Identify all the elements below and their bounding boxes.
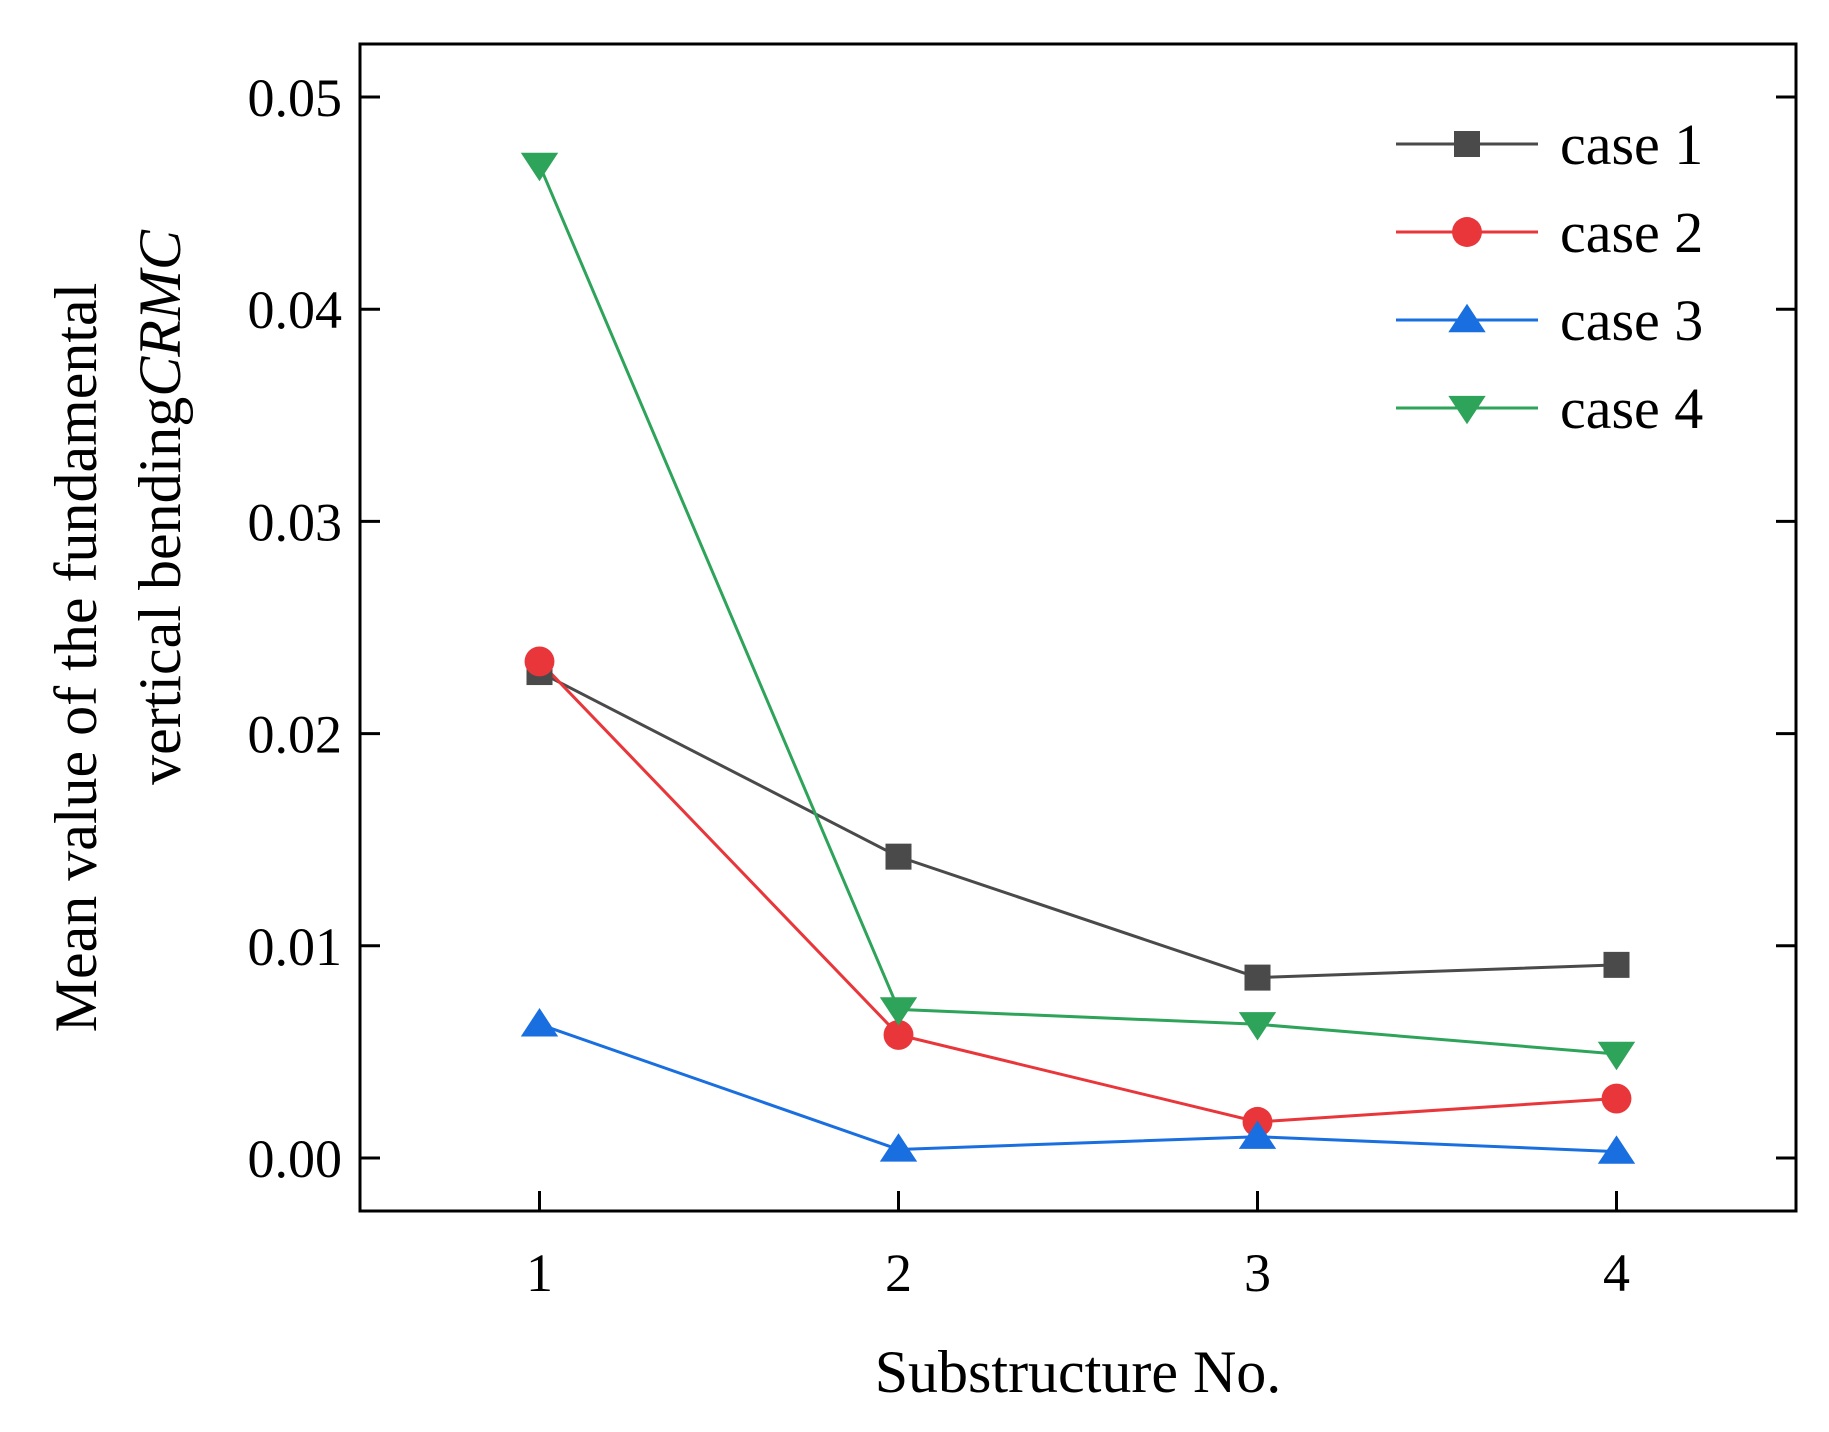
legend-marker: [1448, 395, 1486, 425]
data-point-case-1: [1244, 964, 1271, 991]
legend-marker: [1454, 131, 1480, 157]
data-point-case-2: [1601, 1083, 1632, 1114]
data-point-case-2: [524, 646, 555, 677]
data-point-case-4: [1238, 1012, 1277, 1041]
legend-label: case 4: [1560, 376, 1703, 441]
series-line-case-3: [539, 1022, 1617, 1154]
axes: 0.00 0.01 0.02 0.03 0.04 0.05 1 2 3 4: [248, 68, 1796, 1303]
x-tick-label: 2: [885, 1243, 912, 1303]
x-tick-label: 3: [1244, 1243, 1271, 1303]
data-point-case-4: [879, 997, 918, 1026]
plot-marks: [520, 152, 1636, 1164]
legend-marker: [1452, 217, 1482, 247]
plot-frame: [358, 42, 1798, 1213]
legend-label: case 2: [1560, 200, 1703, 265]
data-point-case-4: [520, 152, 559, 182]
y-axis-label-text: vertical bending: [127, 397, 193, 785]
legend: case 1 case 2 case 3 case 4: [1396, 112, 1703, 441]
y-axis-label-line2: vertical bendingCRMC: [127, 229, 193, 785]
y-axis-label-line1: Mean value of the fundamental: [43, 283, 109, 1033]
data-point-case-4: [1597, 1041, 1636, 1071]
series-line-case-4: [538, 164, 1617, 1056]
x-tick-label: 4: [1603, 1243, 1630, 1303]
data-point-case-1: [1603, 951, 1630, 978]
y-tick-label: 0.05: [248, 68, 343, 128]
legend-label: case 1: [1560, 112, 1703, 177]
data-point-case-1: [885, 843, 912, 870]
series-line-case-2: [538, 660, 1617, 1124]
y-tick-label: 0.00: [248, 1129, 343, 1189]
data-point-case-3: [520, 1008, 559, 1037]
legend-label: case 3: [1560, 288, 1703, 353]
y-tick-label: 0.02: [248, 705, 343, 765]
y-tick-label: 0.03: [248, 492, 343, 552]
y-tick-label: 0.01: [248, 917, 343, 977]
series-line-case-1: [538, 670, 1617, 980]
data-point-case-3: [1238, 1120, 1277, 1149]
y-axis-label-italic: CRMC: [127, 229, 193, 397]
x-tick-label: 1: [526, 1243, 553, 1303]
legend-marker: [1448, 303, 1486, 333]
data-point-case-3: [879, 1133, 918, 1162]
x-axis-label: Substructure No.: [875, 1339, 1282, 1405]
y-tick-label: 0.04: [248, 280, 343, 340]
data-point-case-2: [883, 1019, 914, 1050]
data-point-case-3: [1597, 1135, 1636, 1164]
